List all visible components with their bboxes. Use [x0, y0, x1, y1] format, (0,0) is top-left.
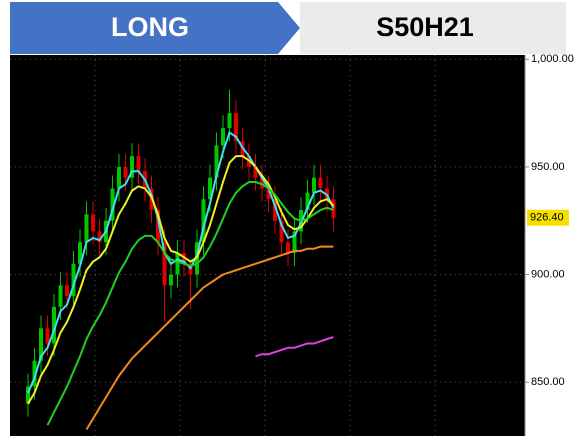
indicator-line: [27, 155, 335, 405]
candle-body: [156, 209, 160, 243]
candle-body: [227, 113, 232, 129]
candle-body: [253, 166, 258, 178]
candle-body: [97, 231, 102, 243]
candle-body: [52, 306, 56, 344]
candle-body: [32, 360, 37, 387]
candle-body: [331, 199, 336, 218]
candle-body: [136, 156, 141, 172]
candle-body: [208, 177, 212, 200]
candle-body: [318, 177, 323, 189]
signal-arrow: [10, 2, 300, 54]
candle-body: [175, 253, 180, 275]
y-tick-label: 900.00: [531, 268, 565, 280]
y-tick-label: 950.00: [531, 161, 565, 173]
last-price-box: [527, 209, 569, 226]
candle-body: [201, 199, 206, 243]
candle-body: [123, 166, 128, 178]
symbol-box: [300, 2, 566, 54]
candle-body: [292, 231, 297, 254]
indicator-line: [255, 336, 334, 358]
candle-body: [71, 263, 76, 297]
candle-body: [45, 328, 50, 344]
signal: LONG: [111, 12, 189, 42]
candle-body: [169, 274, 173, 286]
marks: [26, 89, 336, 431]
candle-body: [110, 188, 115, 221]
candle-body: [273, 199, 277, 221]
candle-body: [130, 156, 134, 178]
candle-body: [221, 128, 225, 146]
candle-body: [286, 242, 290, 254]
last-price-label: 926.40: [530, 212, 564, 224]
y-tick-label: 850.00: [531, 376, 565, 388]
candle-body: [266, 188, 271, 200]
candle-body: [65, 285, 69, 297]
candle-body: [214, 145, 219, 178]
indicator-line: [46, 181, 334, 426]
candle-body: [26, 386, 30, 404]
candle-body: [39, 328, 43, 361]
candle-body: [162, 242, 167, 286]
candle-body: [84, 214, 89, 243]
y-tick-label: 1,000.00: [531, 53, 574, 65]
candle-body: [91, 214, 95, 232]
candle-body: [58, 285, 63, 307]
candle-body: [260, 177, 264, 189]
candle-body: [279, 220, 284, 243]
candle-body: [305, 192, 310, 210]
candle-body: [234, 113, 238, 142]
indicator-line: [85, 245, 334, 431]
plot-area: [10, 55, 525, 436]
candle-body: [117, 166, 121, 189]
candle-body: [312, 177, 316, 193]
symbol: S50H21: [376, 12, 474, 42]
vertical-grid: [94, 55, 436, 436]
indicator-line: [27, 130, 335, 394]
candle-body: [78, 242, 82, 264]
